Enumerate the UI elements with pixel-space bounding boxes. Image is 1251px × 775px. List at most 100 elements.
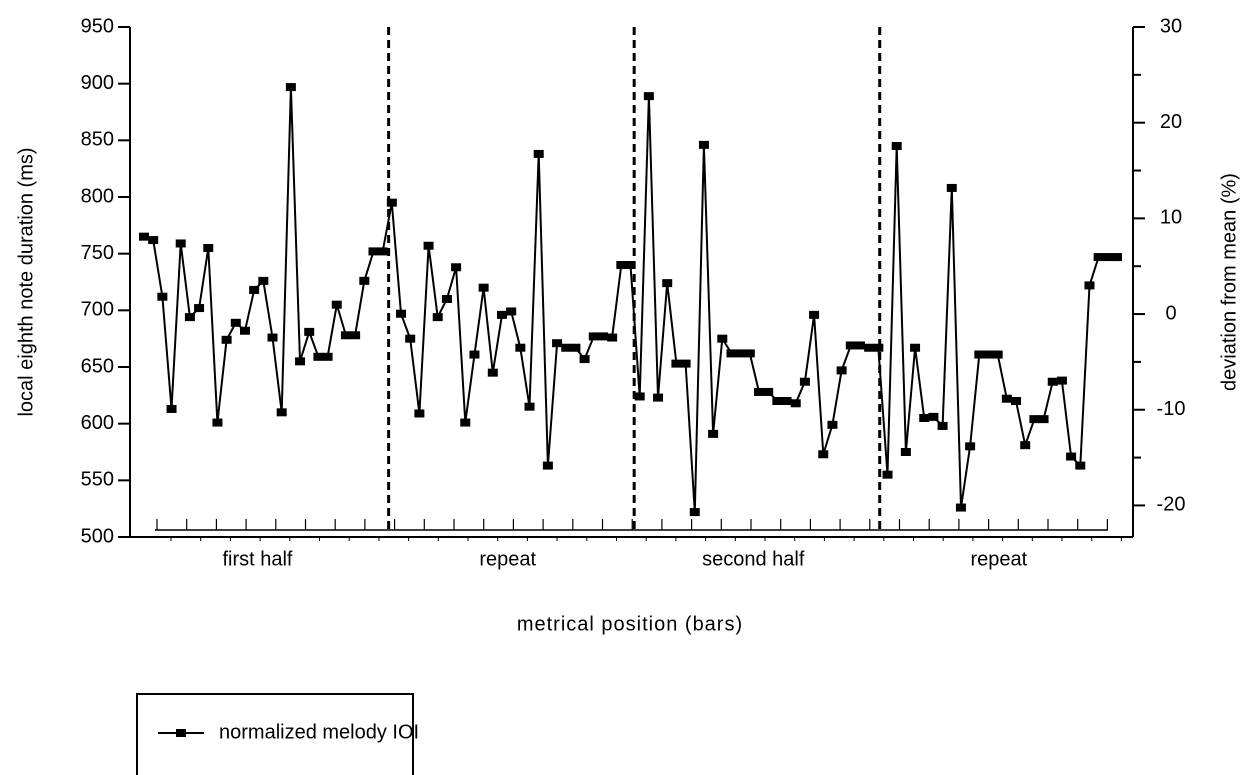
- point-marker: [946, 183, 957, 192]
- point-marker: [1029, 415, 1040, 424]
- point-marker: [1056, 376, 1067, 385]
- y2-tick-label: 30: [1160, 15, 1182, 37]
- point-marker: [304, 327, 315, 336]
- point-marker: [772, 397, 783, 405]
- point-marker: [340, 331, 351, 340]
- point-marker: [965, 442, 976, 451]
- point-marker: [313, 352, 324, 361]
- point-marker: [414, 409, 425, 418]
- point-marker: [1066, 452, 1077, 461]
- point-marker: [625, 261, 636, 269]
- point-marker: [1102, 253, 1113, 262]
- point-marker: [708, 429, 719, 438]
- point-marker: [230, 318, 241, 327]
- y-tick-label: 500: [81, 525, 114, 547]
- point-marker: [634, 392, 645, 401]
- point-marker: [827, 420, 838, 429]
- point-marker: [487, 368, 498, 377]
- point-marker: [744, 349, 755, 358]
- point-marker: [1084, 281, 1095, 290]
- point-marker: [836, 366, 847, 375]
- point-marker: [542, 461, 553, 470]
- point-marker: [276, 408, 287, 417]
- point-marker: [451, 263, 462, 272]
- point-marker: [203, 244, 214, 252]
- point-marker: [1075, 461, 1086, 470]
- point-marker: [368, 247, 379, 256]
- point-marker: [212, 418, 223, 427]
- point-marker: [983, 350, 994, 359]
- point-marker: [1011, 397, 1022, 405]
- point-marker: [809, 310, 820, 319]
- point-marker: [680, 359, 691, 368]
- point-marker: [754, 387, 765, 396]
- point-marker: [717, 334, 728, 343]
- point-marker: [258, 276, 269, 285]
- y-tick-label: 950: [81, 15, 114, 37]
- point-marker: [900, 448, 911, 456]
- point-marker: [910, 343, 921, 352]
- point-marker: [166, 404, 177, 413]
- x-axis-label: metrical position (bars): [517, 613, 743, 635]
- y2-axis-label: deviation from mean (%): [1218, 173, 1240, 391]
- y-tick-label: 850: [81, 129, 114, 151]
- point-marker: [478, 283, 489, 292]
- point-marker: [377, 247, 388, 256]
- point-marker: [175, 239, 186, 248]
- legend-box: [136, 693, 414, 775]
- point-marker: [974, 350, 985, 359]
- point-marker: [524, 402, 535, 411]
- point-marker: [928, 412, 939, 421]
- point-marker: [597, 332, 608, 341]
- y-tick-label: 550: [81, 469, 114, 491]
- point-marker: [653, 393, 664, 402]
- point-marker: [460, 418, 471, 427]
- point-marker: [267, 333, 278, 342]
- point-marker: [506, 307, 517, 316]
- point-marker: [184, 313, 195, 322]
- point-marker: [588, 332, 599, 341]
- legend-marker: [176, 729, 186, 737]
- y-tick-label: 800: [81, 185, 114, 207]
- point-marker: [735, 349, 746, 358]
- point-marker: [781, 397, 792, 405]
- y-tick-label: 750: [81, 242, 114, 264]
- point-marker: [350, 331, 361, 340]
- point-marker: [818, 450, 829, 459]
- point-marker: [405, 334, 416, 343]
- point-marker: [698, 140, 709, 149]
- point-marker: [854, 341, 865, 350]
- point-marker: [561, 343, 572, 352]
- point-marker: [239, 326, 250, 335]
- point-marker: [891, 142, 902, 150]
- point-marker: [423, 241, 434, 250]
- y2-tick-label: 0: [1165, 302, 1176, 324]
- section-label: first half: [222, 548, 292, 570]
- point-marker: [295, 357, 306, 366]
- point-marker: [157, 292, 168, 301]
- point-marker: [570, 343, 581, 352]
- point-marker: [552, 339, 563, 348]
- point-marker: [322, 352, 333, 361]
- y2-tick-label: -20: [1157, 494, 1186, 516]
- point-marker: [148, 236, 159, 245]
- point-marker: [396, 309, 407, 318]
- point-marker: [799, 377, 810, 386]
- point-marker: [992, 350, 1003, 359]
- point-marker: [726, 349, 737, 358]
- y-tick-label: 650: [81, 355, 114, 377]
- point-marker: [671, 359, 682, 368]
- point-marker: [662, 279, 673, 288]
- y2-tick-label: 20: [1160, 111, 1182, 133]
- point-marker: [194, 304, 205, 313]
- legend-label: normalized melody IOI: [219, 721, 419, 743]
- section-label: second half: [702, 548, 805, 570]
- point-marker: [616, 261, 627, 269]
- point-marker: [689, 508, 700, 517]
- point-marker: [441, 295, 452, 303]
- point-marker: [496, 310, 507, 319]
- point-marker: [469, 350, 480, 359]
- point-marker: [1112, 253, 1122, 262]
- y-tick-label: 900: [81, 72, 114, 94]
